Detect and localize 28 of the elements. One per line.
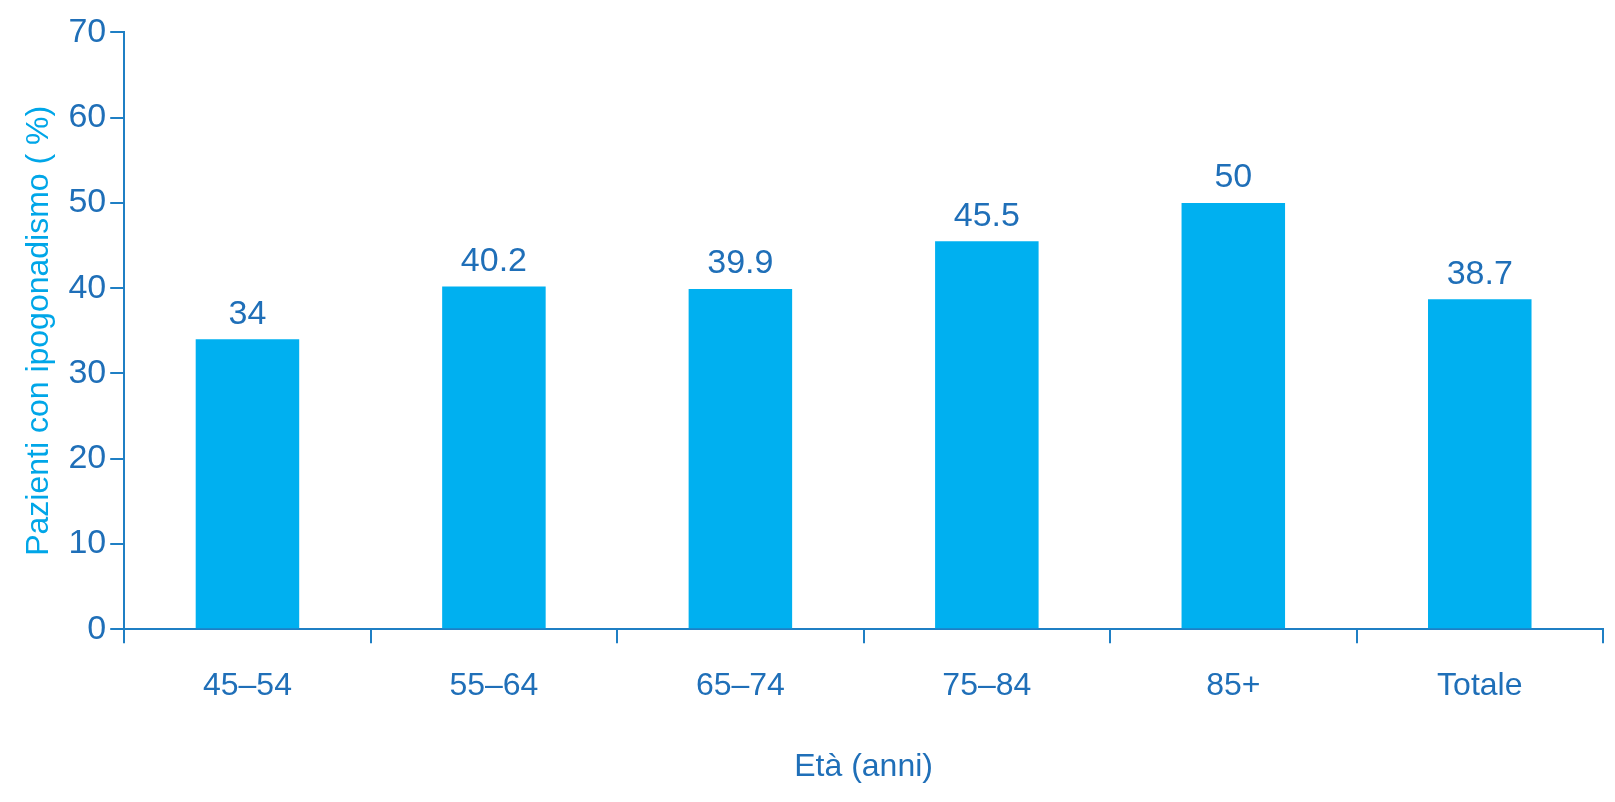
bar — [442, 286, 546, 629]
x-tick-label: 55–64 — [449, 666, 539, 703]
data-label: 50 — [1214, 156, 1253, 195]
x-tick-label: 45–54 — [202, 666, 292, 703]
bar — [935, 241, 1039, 629]
bar — [1181, 202, 1286, 629]
data-label: 40.2 — [460, 239, 528, 278]
y-tick-label: 0 — [87, 607, 107, 646]
bar — [1428, 299, 1532, 629]
y-tick-label: 70 — [68, 10, 107, 49]
x-tick-label: 65–74 — [695, 666, 785, 703]
y-tick-label: 30 — [68, 351, 107, 390]
x-tick-label: Totale — [1437, 666, 1523, 703]
y-tick-label: 10 — [68, 522, 107, 561]
bar — [688, 289, 793, 629]
data-label: 45.5 — [953, 194, 1020, 233]
y-tick-label: 60 — [68, 96, 107, 135]
x-axis-title: Età (anni) — [794, 746, 933, 783]
x-tick-label: 75–84 — [942, 666, 1032, 703]
x-tick-label: 85+ — [1206, 666, 1261, 703]
y-axis-title: Pazienti con ipogonadismo ( %) — [19, 105, 56, 556]
y-tick-label: 40 — [68, 266, 107, 305]
data-label: 38.7 — [1446, 252, 1513, 291]
data-label: 34 — [228, 292, 267, 331]
data-label: 39.9 — [707, 242, 774, 281]
y-tick-label: 50 — [68, 181, 107, 220]
bar — [195, 339, 300, 629]
y-tick-label: 20 — [68, 437, 107, 476]
